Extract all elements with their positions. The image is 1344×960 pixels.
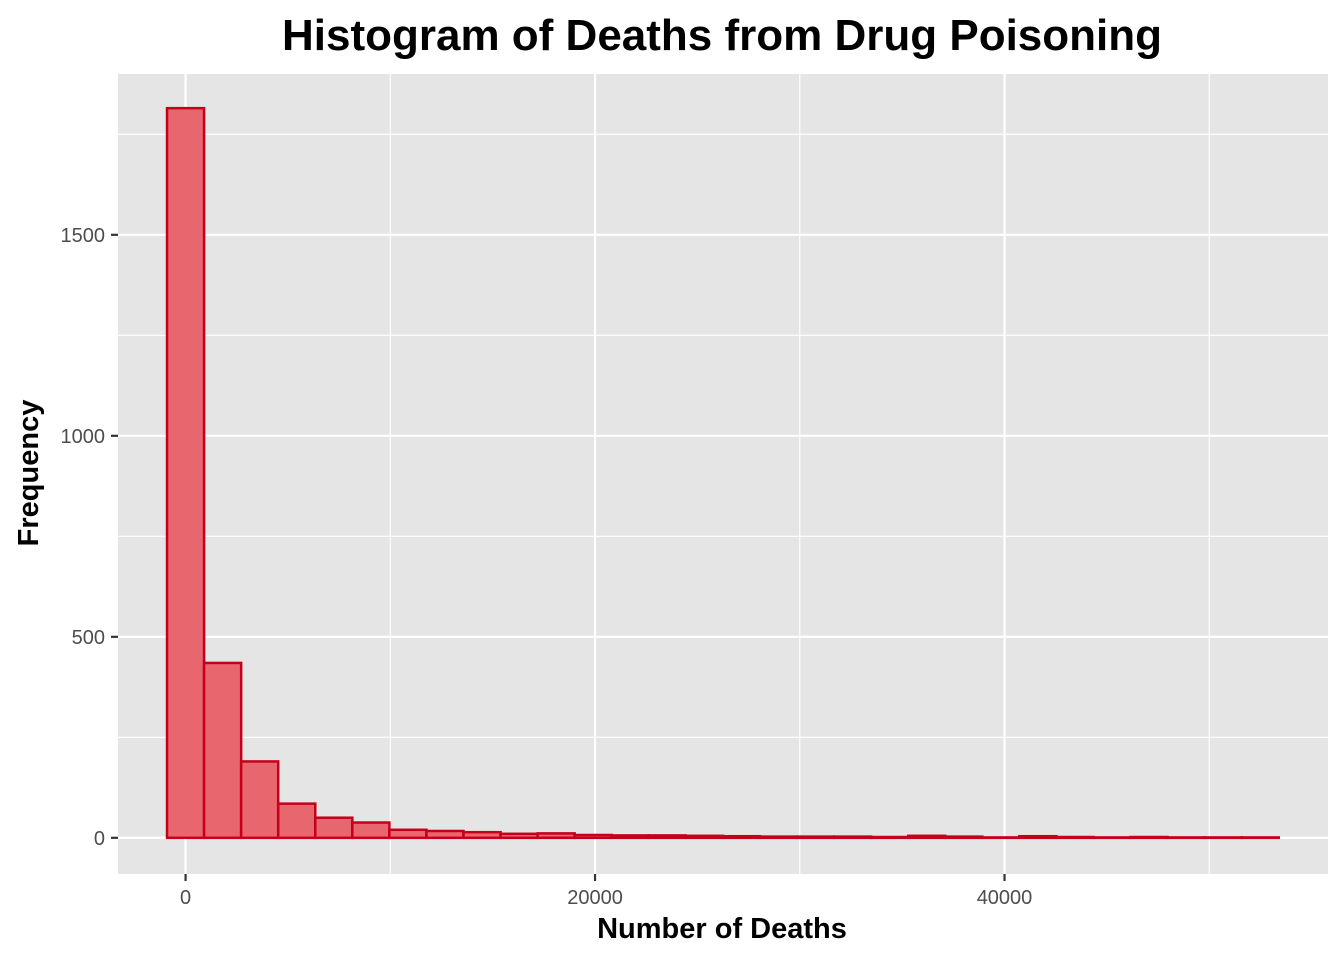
histogram-bar [1129, 835, 1169, 840]
histogram-bar [832, 835, 873, 840]
y-axis: 0 500 1000 1500 [61, 225, 118, 850]
y-tick-label: 1000 [61, 426, 106, 448]
histogram-bar [425, 829, 465, 840]
x-tick-label: 20000 [567, 887, 623, 909]
histogram-bar [165, 106, 206, 840]
y-tick-label: 1500 [61, 225, 106, 247]
histogram-bar [202, 661, 243, 840]
histogram-bar [388, 828, 428, 840]
histogram-bar [276, 802, 317, 840]
x-axis: 0 20000 40000 [180, 874, 1032, 909]
x-tick-label: 40000 [977, 887, 1033, 909]
histogram-bar [943, 835, 984, 840]
plot-panel [118, 74, 1328, 874]
histogram-bars [165, 106, 1281, 840]
x-tick-label: 0 [180, 887, 191, 909]
histogram-bar [1055, 835, 1095, 840]
histogram-bar [499, 832, 539, 840]
histogram-bar [684, 834, 725, 840]
y-axis-title: Frequency [13, 400, 45, 547]
histogram-bar [239, 760, 280, 840]
y-tick-label: 0 [94, 828, 105, 850]
histogram-bar [573, 833, 613, 840]
histogram-bar [647, 834, 688, 840]
histogram-bar [462, 830, 502, 840]
histogram-bar [795, 835, 836, 840]
x-axis-title: Number of Deaths [597, 913, 847, 945]
y-tick-label: 500 [72, 627, 105, 649]
histogram-bar [536, 832, 576, 840]
chart-title: Histogram of Deaths from Drug Poisoning [282, 11, 1162, 60]
histogram-bar [758, 835, 799, 840]
histogram-bar [906, 834, 947, 840]
histogram-bar [351, 821, 391, 840]
histogram-bar [721, 834, 762, 840]
histogram-bar [1018, 834, 1058, 840]
histogram-bar [314, 816, 354, 840]
minor-gridlines [118, 74, 1328, 874]
histogram-bar [610, 834, 651, 840]
histogram-bar [869, 835, 910, 840]
